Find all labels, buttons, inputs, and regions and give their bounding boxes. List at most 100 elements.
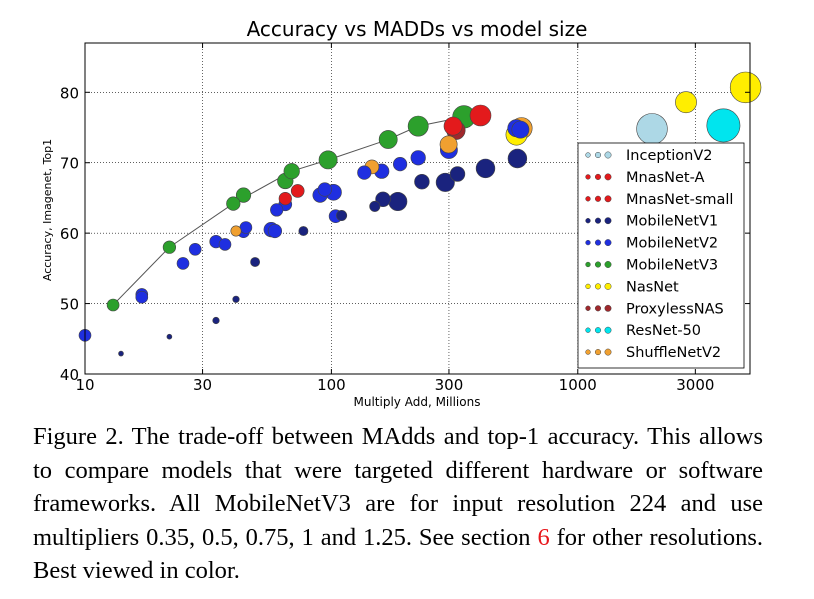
x-tick-label: 30 (193, 376, 212, 394)
legend-label: MnasNet-small (626, 192, 733, 208)
point-mobilenetv3 (235, 187, 252, 203)
point-mnasnet-a (469, 104, 492, 127)
legend-marker (594, 305, 602, 312)
legend-label: MobileNetV1 (626, 214, 718, 230)
point-mobilenetv3 (407, 115, 429, 137)
legend-marker (604, 282, 612, 290)
point-mobilenetv1 (375, 191, 391, 208)
legend-label: InceptionV2 (626, 148, 712, 164)
point-resnet-50 (706, 108, 741, 143)
point-mobilenetv2 (393, 157, 408, 172)
point-mobilenetv3 (283, 163, 300, 180)
point-nasnet (729, 71, 762, 104)
point-mobilenetv1 (435, 172, 455, 192)
point-mobilenetv2 (511, 120, 530, 139)
point-mobilenetv2 (270, 203, 284, 217)
point-mobilenetv2 (410, 150, 426, 166)
legend-label: ResNet-50 (626, 323, 701, 339)
point-mobilenetv1 (388, 192, 408, 212)
legend-marker (604, 151, 612, 159)
point-mobilenetv2 (135, 290, 149, 304)
x-tick-label: 10 (75, 376, 94, 394)
legend-marker (594, 239, 602, 246)
legend-marker (594, 217, 602, 224)
legend-label: NasNet (626, 279, 679, 295)
chart-points (78, 71, 762, 357)
frontier-line (112, 116, 464, 306)
caption-text: Figure 2. The trade-off between MAdds an… (33, 423, 763, 551)
legend-marker (585, 239, 591, 246)
legend-marker (585, 196, 591, 202)
x-axis-label: Multiply Add, Millions (354, 395, 481, 409)
point-inceptionv2 (636, 113, 668, 145)
legend-marker (594, 327, 602, 334)
point-mobilenetv1 (118, 350, 124, 357)
legend-marker (585, 174, 591, 180)
legend-marker (594, 173, 602, 180)
legend-marker (585, 152, 591, 158)
point-mobilenetv3 (378, 130, 398, 149)
legend-marker (594, 151, 602, 159)
point-mobilenetv1 (232, 295, 240, 303)
legend-marker (585, 218, 591, 224)
point-mobilenetv2 (317, 182, 332, 197)
legend-marker (594, 261, 602, 268)
chart-figure: Accuracy vs MADDs vs model size 10 30 100 3… (41, 17, 762, 409)
legend-marker (604, 173, 612, 181)
legend-label: MobileNetV3 (626, 258, 718, 274)
legend-label: MnasNet-A (626, 170, 705, 186)
point-mobilenetv2 (176, 257, 190, 270)
legend-marker (604, 348, 612, 356)
legend-marker (594, 349, 602, 356)
axis-ticks: 10 30 100 300 1000 3000 40 50 60 70 80 (60, 43, 750, 394)
point-mobilenetv1 (449, 166, 466, 182)
x-tick-label: 1000 (559, 376, 597, 394)
legend-marker (585, 305, 591, 311)
point-mobilenetv1 (369, 200, 381, 212)
legend-marker (585, 283, 591, 290)
x-tick-label: 3000 (676, 376, 714, 394)
legend-marker (585, 261, 591, 268)
point-mnasnet-small (290, 184, 305, 198)
point-shufflenetv2 (230, 225, 242, 237)
legend-marker (594, 283, 602, 290)
legend-marker (604, 304, 612, 312)
chart-legend: InceptionV2 MnasNet-A MnasNet-small MobileN… (577, 142, 745, 369)
figure-caption: Figure 2. The trade-off between MAdds an… (33, 420, 763, 588)
legend-marker (604, 239, 612, 247)
plot-frame (84, 42, 751, 375)
y-tick-label: 50 (60, 296, 79, 314)
y-tick-label: 60 (60, 225, 79, 243)
y-tick-label: 80 (60, 84, 79, 102)
point-mobilenetv2 (239, 221, 253, 234)
chart-title: Accuracy vs MADDs vs model size (247, 17, 588, 41)
point-mobilenetv1 (298, 226, 309, 236)
point-mobilenetv2 (188, 243, 202, 256)
point-mobilenetv1 (336, 210, 348, 222)
point-mobilenetv1 (250, 257, 260, 267)
legend-marker (604, 217, 612, 225)
legend-marker (594, 195, 602, 202)
legend-marker (585, 349, 591, 355)
legend-label: ShuffleNetV2 (626, 345, 721, 361)
point-nasnet (675, 91, 697, 114)
legend-marker (585, 327, 591, 333)
point-mobilenetv1 (166, 333, 173, 340)
point-mobilenetv1 (212, 316, 220, 325)
legend-marker (604, 261, 612, 268)
point-mnasnet-small (278, 192, 292, 206)
point-mobilenetv3 (162, 240, 176, 254)
point-mobilenetv2 (267, 223, 283, 239)
point-mobilenetv1 (507, 148, 528, 169)
caption-text-end: for other resolutions. Best viewed in co… (33, 523, 763, 585)
y-axis-label: Accuracy, Imagenet, Top1 (41, 139, 54, 281)
legend-label: ProxylessNAS (626, 301, 724, 317)
point-mobilenetv3 (106, 298, 120, 312)
point-shufflenetv2 (439, 135, 458, 154)
x-tick-label: 300 (435, 376, 464, 394)
section-link[interactable]: 6 (537, 523, 550, 551)
legend-marker (604, 195, 612, 203)
point-mobilenetv3 (226, 196, 241, 211)
point-mobilenetv2 (357, 165, 372, 180)
legend-label: MobileNetV2 (626, 236, 718, 252)
